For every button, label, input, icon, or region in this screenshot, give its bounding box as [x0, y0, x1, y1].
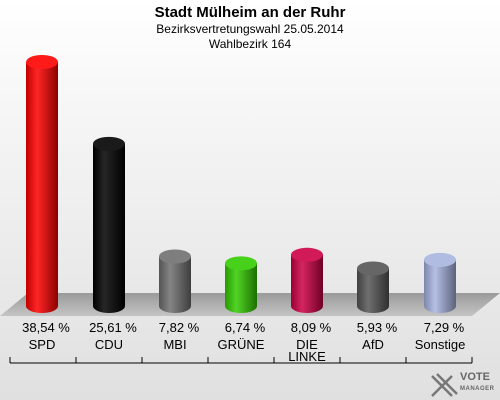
bar-top	[225, 256, 257, 271]
vote-manager-logo: VOTE MANAGER	[460, 372, 495, 395]
chart-subtitle-election: Bezirksvertretungswahl 25.05.2014	[156, 22, 344, 36]
category-label: GRÜNE	[218, 337, 265, 352]
bar-spd	[26, 55, 58, 313]
bar-top	[291, 247, 323, 262]
chart-subtitle-district: Wahlbezirk 164	[208, 37, 292, 51]
category-label: DIE	[296, 337, 318, 352]
bar-grüne	[225, 256, 257, 313]
category-label: LINKE	[288, 349, 326, 364]
bar-top	[159, 249, 191, 264]
vote-manager-logo-icon	[431, 373, 458, 397]
bar-body	[357, 268, 389, 313]
bar-body	[26, 62, 58, 313]
category-label: CDU	[95, 337, 123, 352]
bar-cdu	[93, 136, 125, 313]
logo-text-sub: MANAGER	[460, 386, 495, 392]
value-label: 6,74 %	[225, 320, 266, 335]
bar-top	[26, 55, 58, 69]
value-label: 5,93 %	[357, 320, 398, 335]
bar-body	[291, 254, 323, 313]
category-label: MBI	[163, 337, 186, 352]
chart-title: Stadt Mülheim an der Ruhr	[154, 4, 346, 21]
bar-body	[93, 143, 125, 313]
bar-top	[424, 252, 456, 267]
value-label: 38,54 %	[22, 320, 70, 335]
logo-text-main: VOTE	[460, 371, 490, 383]
category-label: Sonstige	[415, 337, 466, 352]
bar-body	[159, 256, 191, 313]
bar-body	[225, 263, 257, 313]
bar-mbi	[159, 249, 191, 313]
bar-sonstige	[424, 252, 456, 313]
chart-header: Stadt Mülheim an der Ruhr Bezirksvertret…	[0, 4, 500, 52]
value-label: 8,09 %	[291, 320, 332, 335]
bar-top	[357, 261, 389, 276]
value-label: 25,61 %	[89, 320, 137, 335]
bar-afd	[357, 261, 389, 313]
category-label: SPD	[29, 337, 56, 352]
bar-body	[424, 259, 456, 313]
bar-top	[93, 136, 125, 151]
bar-die-linke	[291, 247, 323, 313]
value-label: 7,29 %	[424, 320, 465, 335]
category-label: AfD	[362, 337, 384, 352]
value-label: 7,82 %	[159, 320, 200, 335]
